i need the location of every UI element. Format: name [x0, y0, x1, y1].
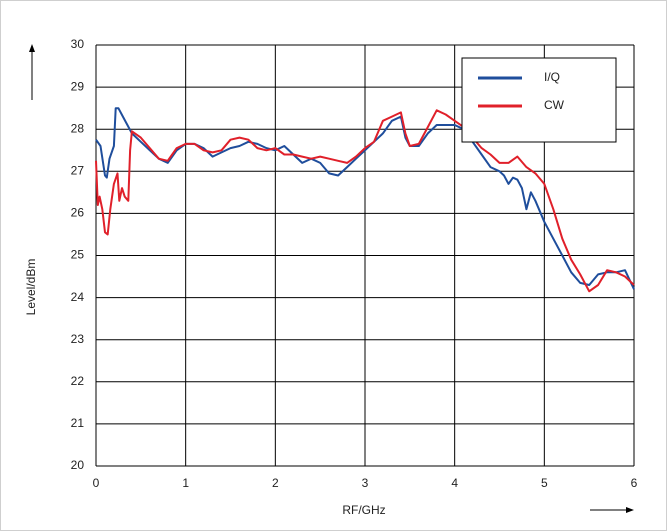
- legend-label: CW: [544, 98, 565, 112]
- x-tick-label: 1: [182, 476, 189, 490]
- y-tick-label: 23: [71, 332, 85, 346]
- y-tick-label: 24: [71, 290, 85, 304]
- x-arrow-head: [626, 507, 634, 513]
- legend-label: I/Q: [544, 70, 560, 84]
- x-tick-label: 0: [93, 476, 100, 490]
- y-tick-label: 26: [71, 206, 85, 220]
- y-tick-label: 22: [71, 374, 85, 388]
- x-tick-label: 4: [451, 476, 458, 490]
- y-tick-label: 20: [71, 458, 85, 472]
- y-axis-label: Level/dBm: [24, 259, 38, 316]
- line: [95, 109, 635, 293]
- x-tick-label: 3: [362, 476, 369, 490]
- y-tick-label: 28: [71, 121, 85, 135]
- legend-box: [461, 57, 617, 143]
- y-tick-label: 21: [71, 416, 85, 430]
- y-arrow-head: [29, 44, 35, 52]
- y-tick-label: 25: [71, 248, 85, 262]
- y-tick-label: 27: [71, 163, 85, 177]
- x-tick-label: 6: [631, 476, 638, 490]
- y-tick-label: 29: [71, 79, 85, 93]
- line: [95, 107, 635, 290]
- y-tick-label: 30: [71, 37, 85, 51]
- x-axis-label: RF/GHz: [342, 503, 385, 517]
- x-tick-label: 2: [272, 476, 279, 490]
- x-tick-label: 5: [541, 476, 548, 490]
